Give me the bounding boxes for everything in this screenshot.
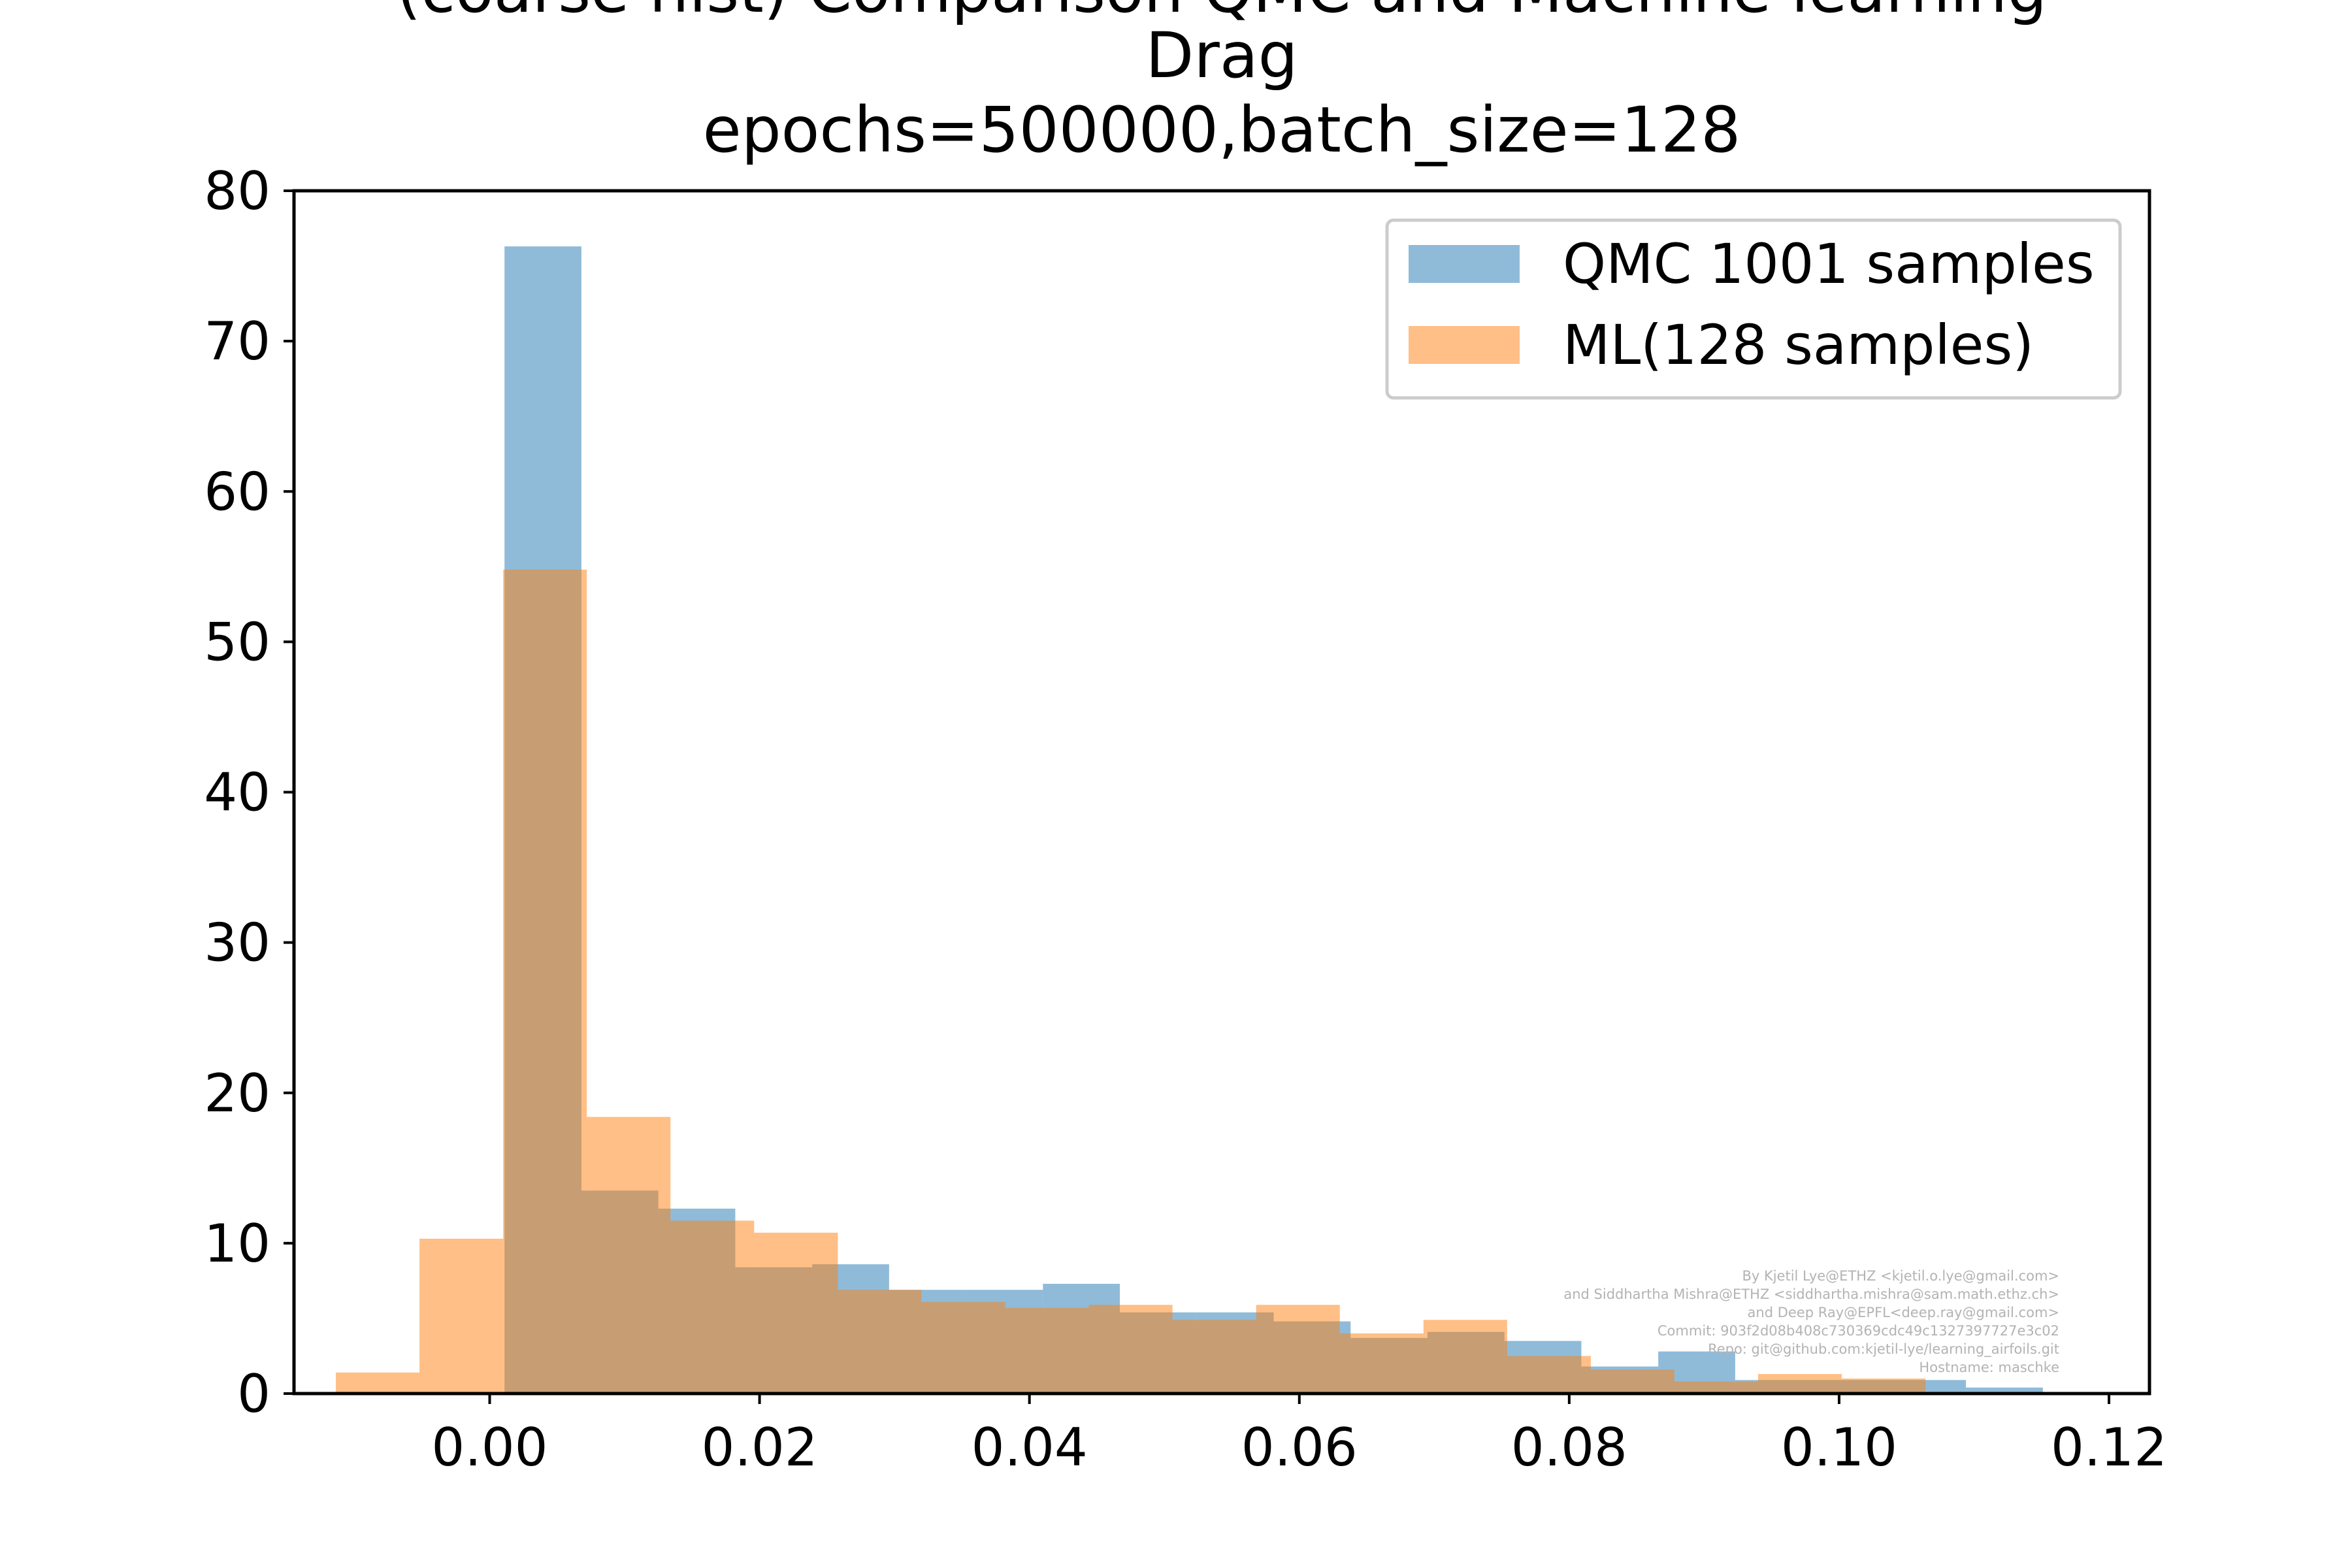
histogram-bar <box>1256 1305 1340 1394</box>
y-tick-label: 10 <box>204 1213 270 1274</box>
histogram-bar <box>1005 1307 1089 1394</box>
histogram-bar <box>1674 1381 1759 1394</box>
histogram-bar <box>336 1372 420 1394</box>
credit-line: Commit: 903f2d08b408c730369cdc49c1327397… <box>1658 1323 2059 1339</box>
histogram-bar <box>419 1238 504 1394</box>
credits-annotation: By Kjetil Lye@ETHZ <kjetil.o.lye@gmail.c… <box>1563 1268 2059 1375</box>
credit-line: and Siddhartha Mishra@ETHZ <siddhartha.m… <box>1563 1286 2059 1302</box>
legend-label: ML(128 samples) <box>1563 313 2034 377</box>
chart-title: (coarse hist) Comparison QMC and Machine… <box>397 0 2047 167</box>
histogram-bar <box>1172 1320 1256 1394</box>
histogram-bar <box>587 1117 671 1394</box>
y-tick-label: 40 <box>204 762 270 823</box>
histogram-bar <box>754 1232 838 1394</box>
y-tick-label: 50 <box>204 612 270 672</box>
histogram-bar <box>1590 1369 1674 1394</box>
histogram-bar <box>1339 1333 1424 1394</box>
x-tick-label: 0.00 <box>431 1417 547 1478</box>
legend: QMC 1001 samples ML(128 samples) <box>1385 218 2122 400</box>
y-tick-label: 20 <box>204 1063 270 1124</box>
histogram-bar <box>1507 1356 1591 1394</box>
legend-swatch <box>1409 245 1520 283</box>
histogram-bars <box>336 246 2043 1394</box>
histogram-bar <box>921 1301 1005 1394</box>
x-tick-label: 0.04 <box>972 1417 1088 1478</box>
x-tick-label: 0.10 <box>1781 1417 1897 1478</box>
y-tick-label: 30 <box>204 913 270 973</box>
histogram-bar <box>670 1220 755 1394</box>
legend-swatch <box>1409 326 1520 364</box>
histogram-bar <box>1966 1387 2043 1394</box>
histogram-bar <box>1758 1374 1842 1394</box>
x-tick-label: 0.02 <box>702 1417 818 1478</box>
histogram-bar <box>1423 1320 1507 1394</box>
credit-line: and Deep Ray@EPFL<deep.ray@gmail.com> <box>1748 1305 2059 1320</box>
y-tick-label: 0 <box>237 1364 270 1424</box>
y-tick-label: 70 <box>204 311 270 372</box>
histogram-bar <box>838 1290 922 1394</box>
y-tick-label: 60 <box>204 461 270 522</box>
credit-line: Hostname: maschke <box>1919 1360 2059 1375</box>
legend-box <box>1385 218 2122 400</box>
x-axis-ticks: 0.00 0.02 0.04 0.06 0.08 0.10 0.12 <box>431 1394 2167 1478</box>
histogram-bar <box>1088 1305 1173 1394</box>
chart-title-line: epochs=500000,batch_size=128 <box>703 93 1741 167</box>
y-tick-label: 80 <box>204 161 270 221</box>
x-tick-label: 0.08 <box>1511 1417 1627 1478</box>
chart-title-line: Drag <box>1145 19 1298 92</box>
x-tick-label: 0.06 <box>1241 1417 1358 1478</box>
legend-label: QMC 1001 samples <box>1563 232 2095 296</box>
y-axis-ticks: 0 10 20 30 40 50 60 70 80 <box>204 161 294 1424</box>
chart-title-line: (coarse hist) Comparison QMC and Machine… <box>397 0 2047 27</box>
histogram-bar <box>1842 1378 1926 1394</box>
credit-line: By Kjetil Lye@ETHZ <kjetil.o.lye@gmail.c… <box>1742 1268 2059 1284</box>
x-tick-label: 0.12 <box>2051 1417 2167 1478</box>
credit-line: Repo: git@github.com:kjetil-lye/learning… <box>1708 1341 2059 1358</box>
histogram-bar <box>503 569 587 1394</box>
series-1-bars <box>336 569 1926 1394</box>
